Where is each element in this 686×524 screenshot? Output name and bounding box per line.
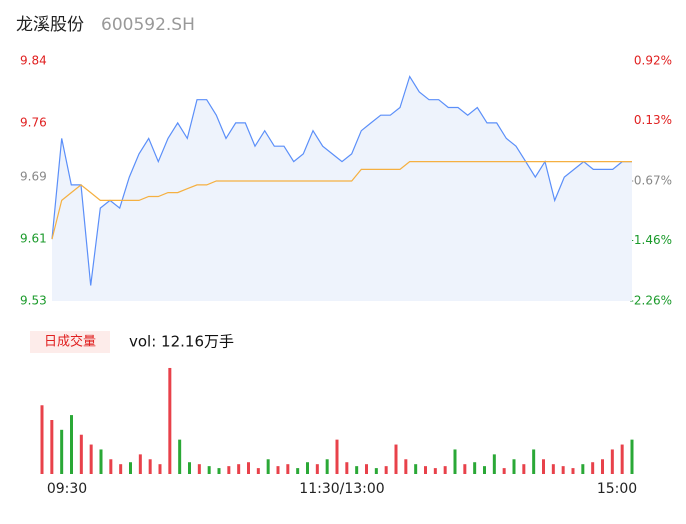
volume-bar: [601, 459, 604, 474]
volume-bar: [610, 449, 614, 474]
volume-bar: [168, 367, 172, 474]
y2-tick-label: -0.67%: [630, 174, 672, 188]
volume-bar: [492, 454, 496, 474]
volume-bar: [237, 464, 241, 474]
y2-tick-label: -2.26%: [630, 294, 672, 308]
volume-bar: [473, 462, 477, 474]
volume-bar: [99, 449, 103, 474]
volume-bar: [207, 466, 211, 474]
volume-bar: [227, 466, 231, 474]
volume-bar: [325, 459, 329, 474]
volume-bar: [335, 439, 339, 474]
y-tick-label: 9.69: [20, 170, 47, 184]
volume-bar: [620, 444, 624, 474]
volume-bar: [355, 466, 359, 474]
volume-bar: [306, 462, 309, 474]
volume-bar: [404, 459, 408, 474]
x-tick-label: 09:30: [47, 481, 87, 497]
volume-bar: [532, 449, 536, 474]
volume-bar: [561, 466, 565, 474]
volume-bar: [522, 464, 526, 474]
volume-bar: [591, 462, 595, 474]
volume-bar: [433, 468, 437, 474]
volume-bar: [483, 466, 486, 474]
volume-bar: [119, 464, 123, 474]
volume-bar: [551, 464, 555, 474]
volume-bar: [463, 464, 467, 474]
volume-bar: [286, 464, 290, 474]
volume-bar: [70, 415, 73, 474]
volume-bar: [365, 464, 368, 474]
volume-bar: [60, 429, 64, 474]
volume-summary: vol: 12.16万手: [129, 333, 234, 351]
y2-tick-label: 0.92%: [634, 54, 672, 68]
stock-name: 龙溪股份: [16, 15, 84, 35]
volume-bar: [542, 459, 545, 474]
y-tick-label: 9.53: [20, 294, 47, 308]
volume-bar: [443, 466, 447, 474]
stock-code: 600592.SH: [101, 15, 195, 35]
volume-bar: [512, 459, 516, 474]
y-tick-label: 9.61: [20, 232, 47, 246]
volume-bar: [40, 405, 44, 474]
volume-bar: [197, 464, 201, 474]
volume-bar: [394, 444, 398, 474]
volume-bar: [158, 464, 162, 474]
volume-bar: [630, 439, 634, 474]
volume-bar: [453, 449, 457, 474]
price-line: [51, 75, 632, 286]
average-line: [51, 161, 632, 240]
x-tick-label: 11:30/13:00: [299, 481, 384, 497]
volume-bar: [138, 454, 142, 474]
price-area: [52, 76, 632, 301]
volume-bar: [414, 464, 418, 474]
volume-bar: [188, 462, 191, 474]
volume-bar: [109, 459, 113, 474]
volume-bar: [266, 459, 270, 474]
volume-bar: [374, 468, 378, 474]
y2-tick-label: -1.46%: [630, 233, 672, 247]
y2-tick-label: 0.13%: [634, 113, 672, 127]
volume-bar: [296, 468, 300, 474]
volume-bar: [217, 468, 221, 474]
volume-bar: [129, 462, 132, 474]
volume-bar: [276, 466, 280, 474]
volume-bar: [89, 444, 93, 474]
volume-bar: [502, 468, 506, 474]
volume-bar: [384, 466, 388, 474]
volume-bar: [148, 459, 152, 474]
volume-bar: [571, 468, 575, 474]
y-tick-label: 9.84: [20, 54, 47, 68]
volume-bar: [178, 439, 182, 474]
volume-bar: [247, 462, 250, 474]
volume-bar: [50, 420, 54, 474]
volume-bar: [345, 462, 349, 474]
volume-bar: [79, 434, 83, 474]
volume-bar: [424, 466, 427, 474]
volume-bar: [315, 464, 319, 474]
y-tick-label: 9.76: [20, 115, 47, 129]
volume-badge: [30, 331, 110, 353]
volume-bar: [256, 468, 260, 474]
x-tick-label: 15:00: [597, 481, 637, 497]
volume-label: 日成交量: [44, 334, 96, 350]
volume-bar: [581, 464, 585, 474]
